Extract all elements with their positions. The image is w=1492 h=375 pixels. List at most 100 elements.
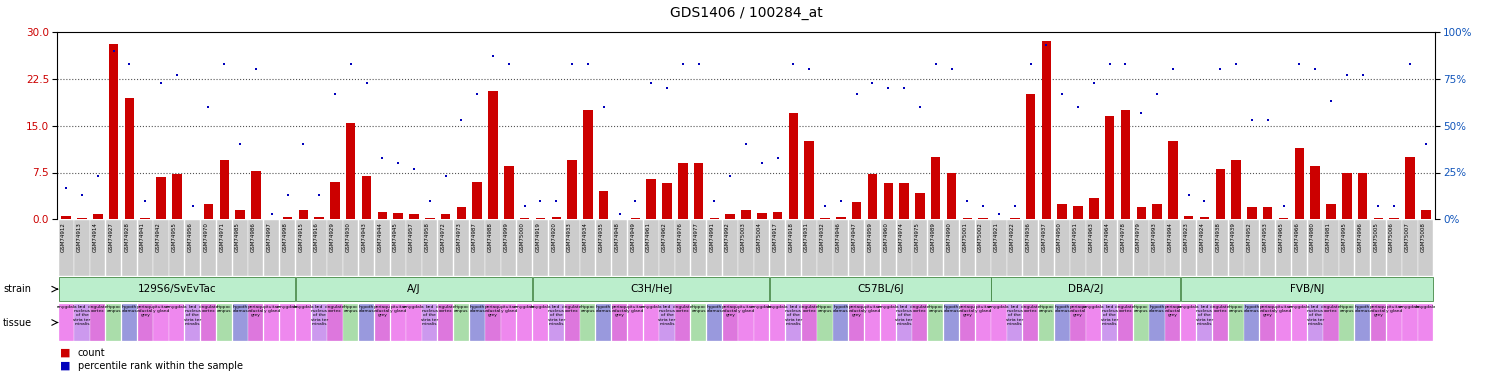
Bar (251, 171, 261, 219)
Bar (631, 217, 640, 219)
Text: hypoth
alamus: hypoth alamus (1244, 305, 1259, 313)
Bar (295, 220, 310, 276)
Bar (1058, 204, 1067, 219)
Bar (1295, 147, 1304, 219)
Bar (597, 220, 612, 276)
Bar (106, 304, 121, 341)
Bar (849, 220, 864, 276)
Text: hypoth
alamus: hypoth alamus (233, 305, 248, 313)
Bar (1182, 277, 1434, 302)
Bar (1262, 207, 1273, 219)
Bar (391, 220, 406, 276)
Bar (78, 217, 87, 219)
Bar (330, 182, 340, 219)
Bar (868, 174, 877, 219)
Text: amygdala: amygdala (1177, 305, 1200, 309)
Bar (298, 210, 307, 219)
Text: pituitar
y gland: pituitar y gland (1276, 305, 1292, 313)
Text: GSM74975: GSM74975 (915, 222, 921, 252)
Text: GSM74981: GSM74981 (1326, 222, 1331, 252)
Bar (928, 304, 943, 341)
Bar (374, 220, 389, 276)
Bar (1168, 141, 1177, 219)
Text: bed
nucleus
of the
stria ter
minalis: bed nucleus of the stria ter minalis (1197, 305, 1213, 326)
Text: hypoth
alamus: hypoth alamus (470, 305, 485, 313)
Text: count: count (78, 348, 106, 357)
Bar (1216, 170, 1225, 219)
Text: GSM74999: GSM74999 (504, 222, 509, 252)
Bar (1182, 220, 1197, 276)
Text: GSM74977: GSM74977 (694, 222, 698, 252)
Bar (58, 277, 295, 302)
Text: bed
nucleus
of the
stria ter
minalis: bed nucleus of the stria ter minalis (1101, 305, 1118, 326)
Text: FVB/NJ: FVB/NJ (1291, 284, 1325, 294)
Text: GSM74994: GSM74994 (1168, 222, 1173, 252)
Text: GSM74993: GSM74993 (1152, 222, 1158, 252)
Text: GSM75003: GSM75003 (742, 222, 746, 252)
Text: periaqu
eductal
grey: periaqu eductal grey (959, 305, 976, 318)
Text: percentile rank within the sample: percentile rank within the sample (78, 361, 243, 370)
Bar (1182, 304, 1197, 341)
Bar (1213, 220, 1228, 276)
Text: GSM74990: GSM74990 (946, 222, 952, 252)
Bar (90, 304, 106, 341)
Text: hypoth
alamus: hypoth alamus (595, 305, 612, 313)
Bar (818, 220, 833, 276)
Text: GSM74949: GSM74949 (630, 222, 636, 252)
Bar (501, 304, 516, 341)
Text: GSM75006: GSM75006 (1389, 222, 1394, 252)
Text: hippoc
ampus: hippoc ampus (106, 305, 121, 313)
Text: GSM74923: GSM74923 (1183, 222, 1189, 252)
Bar (756, 213, 767, 219)
Bar (567, 160, 577, 219)
Text: GSM74945: GSM74945 (394, 222, 398, 252)
Text: GSM74933: GSM74933 (567, 222, 571, 252)
Text: GSM74938: GSM74938 (1216, 222, 1220, 252)
Bar (1323, 220, 1338, 276)
Bar (598, 191, 609, 219)
Text: amygdala: amygdala (1083, 305, 1104, 309)
Bar (122, 304, 137, 341)
Text: cingulate
cortex: cingulate cortex (673, 305, 692, 313)
Text: hypoth
alamus: hypoth alamus (1355, 305, 1370, 313)
Bar (93, 214, 103, 219)
Bar (157, 177, 166, 219)
Text: GSM75004: GSM75004 (756, 222, 762, 252)
Text: hypoth
alamus: hypoth alamus (833, 305, 849, 313)
Text: amygdala: amygdala (767, 305, 788, 309)
Bar (1118, 220, 1132, 276)
Bar (1055, 304, 1070, 341)
Bar (646, 179, 656, 219)
Bar (549, 304, 564, 341)
Bar (137, 220, 152, 276)
Bar (1010, 218, 1019, 219)
Text: GSM74989: GSM74989 (931, 222, 935, 252)
Bar (154, 220, 169, 276)
Bar (454, 304, 468, 341)
Text: GSM74973: GSM74973 (457, 222, 461, 252)
Bar (1310, 166, 1320, 219)
Text: GSM74958: GSM74958 (425, 222, 430, 252)
Bar (473, 182, 482, 219)
Bar (406, 304, 422, 341)
Text: GSM74913: GSM74913 (78, 222, 82, 252)
Bar (363, 176, 372, 219)
Bar (742, 210, 750, 219)
Bar (564, 304, 580, 341)
Text: bed
nucleus
of the
stria ter
minalis: bed nucleus of the stria ter minalis (785, 305, 803, 326)
Bar (533, 277, 770, 302)
Text: amygdala: amygdala (988, 305, 1010, 309)
Text: hippoc
ampus: hippoc ampus (343, 305, 358, 313)
Bar (821, 218, 830, 219)
Text: C3H/HeJ: C3H/HeJ (630, 284, 673, 294)
Bar (485, 304, 501, 341)
Bar (485, 220, 501, 276)
Text: cingulate
cortex: cingulate cortex (1021, 305, 1041, 313)
Bar (612, 220, 627, 276)
Text: amygdala: amygdala (750, 305, 773, 309)
Bar (722, 304, 737, 341)
Text: GSM74992: GSM74992 (725, 222, 730, 252)
Bar (1341, 172, 1352, 219)
Bar (1276, 304, 1291, 341)
Text: ■: ■ (60, 348, 70, 357)
